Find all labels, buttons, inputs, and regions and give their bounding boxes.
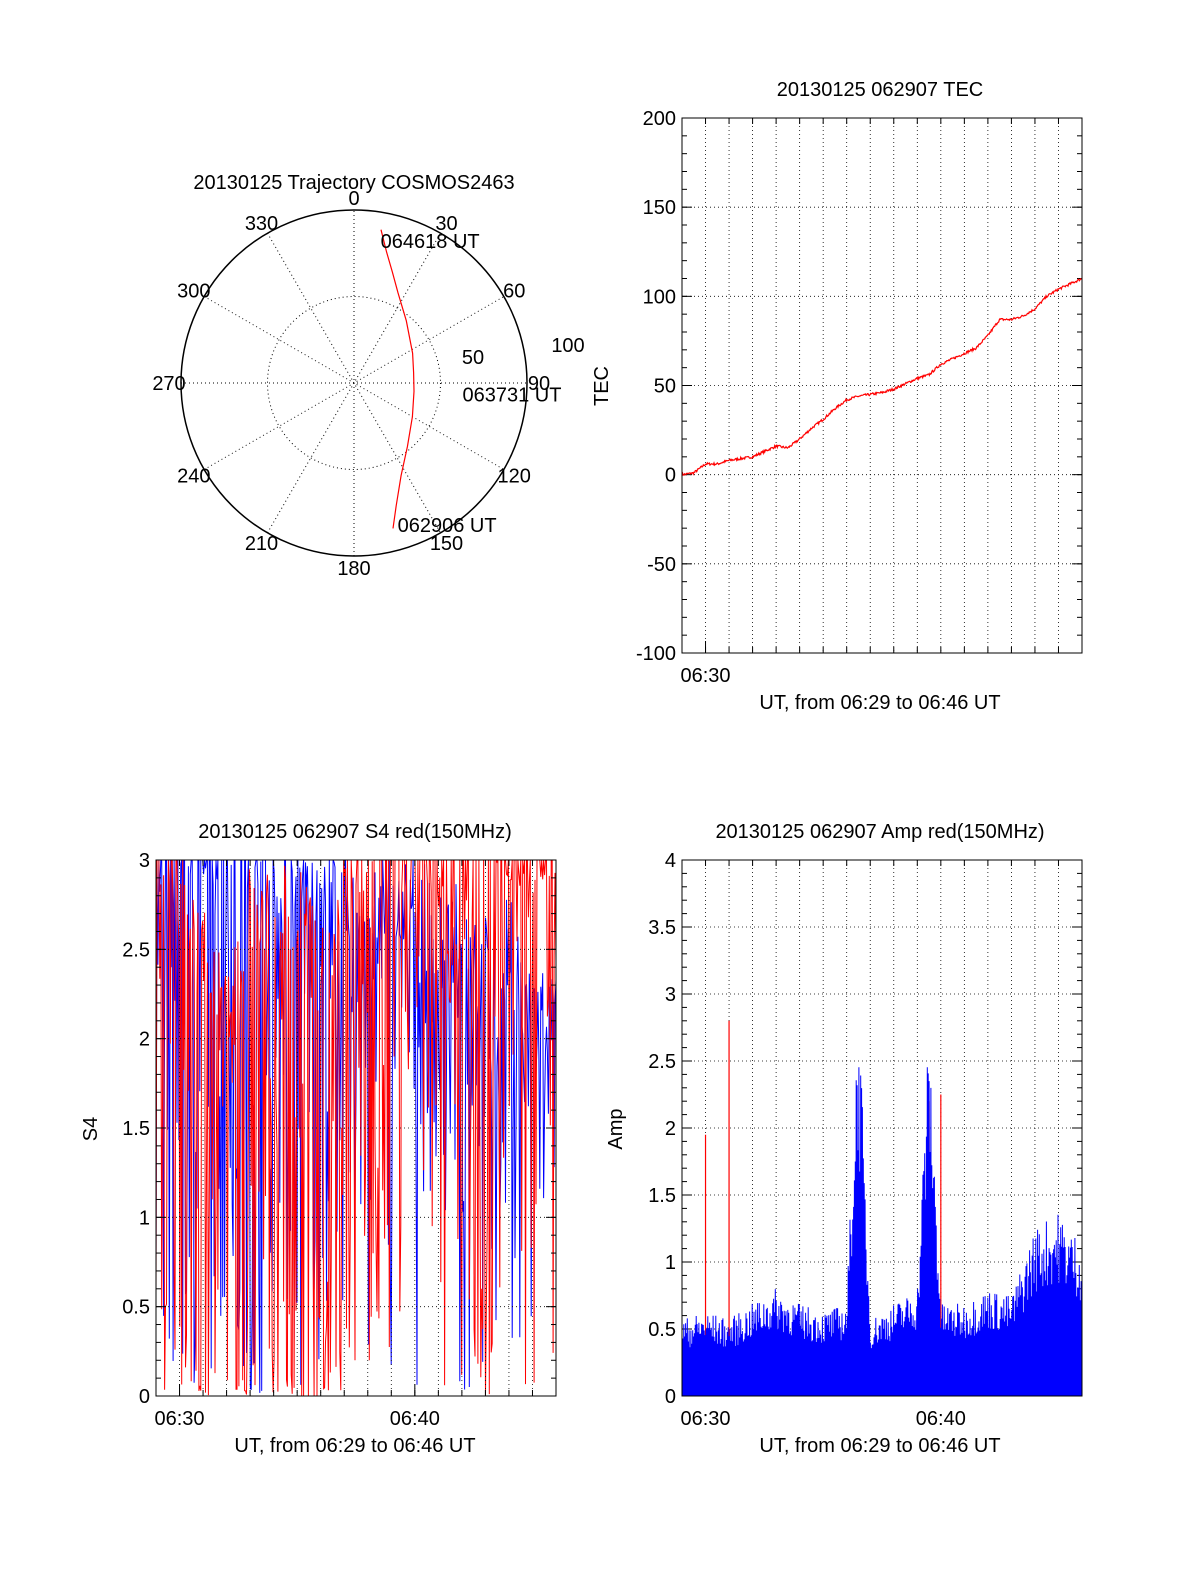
amp-ylabel: Amp xyxy=(605,1108,627,1149)
y-tick-label: 150 xyxy=(643,197,676,219)
y-tick-label: 2 xyxy=(139,1029,150,1051)
y-tick-label: 3 xyxy=(665,984,676,1006)
tec-xlabel: UT, from 06:29 to 06:46 UT xyxy=(759,692,1000,714)
y-tick-label: 2.5 xyxy=(122,939,150,961)
y-tick-label: 1 xyxy=(665,1252,676,1274)
y-tick-label: 0.5 xyxy=(648,1319,676,1341)
s4-tick-labels: 0 0.5 1 1.5 2 2.5 3 06:30 06:40 xyxy=(122,850,440,1430)
y-tick-label: 1.5 xyxy=(648,1185,676,1207)
trajectory-title: 20130125 Trajectory COSMOS2463 xyxy=(193,172,514,194)
x-tick-label: 06:30 xyxy=(680,665,730,687)
s4-title: 20130125 062907 S4 red(150MHz) xyxy=(198,821,512,843)
s4-chart: 20130125 062907 S4 red(150MHz) UT, from … xyxy=(80,821,557,1457)
y-tick-label: 0 xyxy=(665,1386,676,1408)
x-tick-label: 06:40 xyxy=(916,1408,966,1430)
azimuth-label: 180 xyxy=(337,558,370,580)
tec-series xyxy=(681,278,1082,477)
s4-grid xyxy=(155,859,557,1397)
tec-axes-frame xyxy=(681,117,1083,654)
y-tick-label: 3 xyxy=(139,850,150,872)
amp-tick-labels: 0 0.5 1 1.5 2 2.5 3 3.5 4 06:30 06:40 xyxy=(648,850,966,1430)
y-tick-label: -50 xyxy=(647,554,676,576)
azimuth-label: 240 xyxy=(177,466,210,488)
trajectory-inner-circle xyxy=(267,296,441,470)
azimuth-label: 270 xyxy=(152,373,185,395)
amp-chart: 20130125 062907 Amp red(150MHz) UT, from… xyxy=(605,821,1083,1457)
y-tick-label: 0 xyxy=(139,1386,150,1408)
azimuth-label: 30 xyxy=(435,213,457,235)
trajectory-time-label: 062906 UT xyxy=(398,515,497,537)
s4-ylabel: S4 xyxy=(80,1117,102,1141)
trajectory-chart: 20130125 Trajectory COSMOS2463 0 30 60 90 12… xyxy=(152,172,584,580)
azimuth-label: 150 xyxy=(430,533,463,555)
trajectory-time-label: 063731 UT xyxy=(463,384,562,406)
amp-xlabel: UT, from 06:29 to 06:46 UT xyxy=(759,1435,1000,1457)
y-tick-label: 1.5 xyxy=(122,1118,150,1140)
amp-blue-line xyxy=(681,1067,1083,1397)
y-tick-label: 2.5 xyxy=(648,1051,676,1073)
s4-line-red xyxy=(155,859,557,1397)
y-tick-label: 50 xyxy=(654,376,676,398)
y-tick-label: 100 xyxy=(643,286,676,308)
trajectory-spoke xyxy=(267,232,441,534)
azimuth-label: 330 xyxy=(245,213,278,235)
y-tick-label: 4 xyxy=(665,850,676,872)
amp-axes-frame xyxy=(681,859,1083,1397)
trajectory-annotations: 064618 UT 063731 UT 062906 UT xyxy=(381,231,562,537)
radial-label-100: 100 xyxy=(551,335,584,357)
tec-ylabel: TEC xyxy=(591,366,613,406)
y-tick-label: 3.5 xyxy=(648,917,676,939)
y-tick-label: -100 xyxy=(636,643,676,665)
azimuth-label: 120 xyxy=(498,466,531,488)
azimuth-label: 210 xyxy=(245,533,278,555)
radial-label-50: 50 xyxy=(462,347,484,369)
trajectory-grid xyxy=(180,209,528,557)
x-tick-label: 06:30 xyxy=(154,1408,204,1430)
x-tick-label: 06:30 xyxy=(680,1408,730,1430)
amp-title: 20130125 062907 Amp red(150MHz) xyxy=(715,821,1044,843)
azimuth-label: 300 xyxy=(177,281,210,303)
s4-xlabel: UT, from 06:29 to 06:46 UT xyxy=(234,1435,475,1457)
tec-line xyxy=(681,278,1082,477)
trajectory-time-label: 064618 UT xyxy=(381,231,480,253)
tec-chart: 20130125 062907 TEC UT, from 06:29 to 06… xyxy=(591,79,1083,714)
azimuth-label: 60 xyxy=(503,281,525,303)
y-tick-label: 200 xyxy=(643,108,676,130)
y-tick-label: 2 xyxy=(665,1118,676,1140)
s4-axes-frame xyxy=(155,859,557,1397)
y-tick-label: 0.5 xyxy=(122,1297,150,1319)
tec-tick-labels: -100 -50 0 50 100 150 200 06:30 xyxy=(636,108,731,687)
y-tick-label: 0 xyxy=(665,465,676,487)
s4-series xyxy=(155,859,557,1397)
x-tick-label: 06:40 xyxy=(390,1408,440,1430)
trajectory-line xyxy=(380,229,415,529)
tec-title: 20130125 062907 TEC xyxy=(777,79,983,101)
azimuth-label: 0 xyxy=(348,188,359,210)
trajectory-radial-labels: 50 100 xyxy=(462,335,585,369)
trajectory-azimuth-labels: 0 30 60 90 120 150 180 210 240 270 300 330 xyxy=(152,188,550,580)
y-tick-label: 1 xyxy=(139,1207,150,1229)
tec-grid xyxy=(681,117,1083,654)
amp-series xyxy=(681,1020,1083,1397)
azimuth-label: 90 xyxy=(528,373,550,395)
